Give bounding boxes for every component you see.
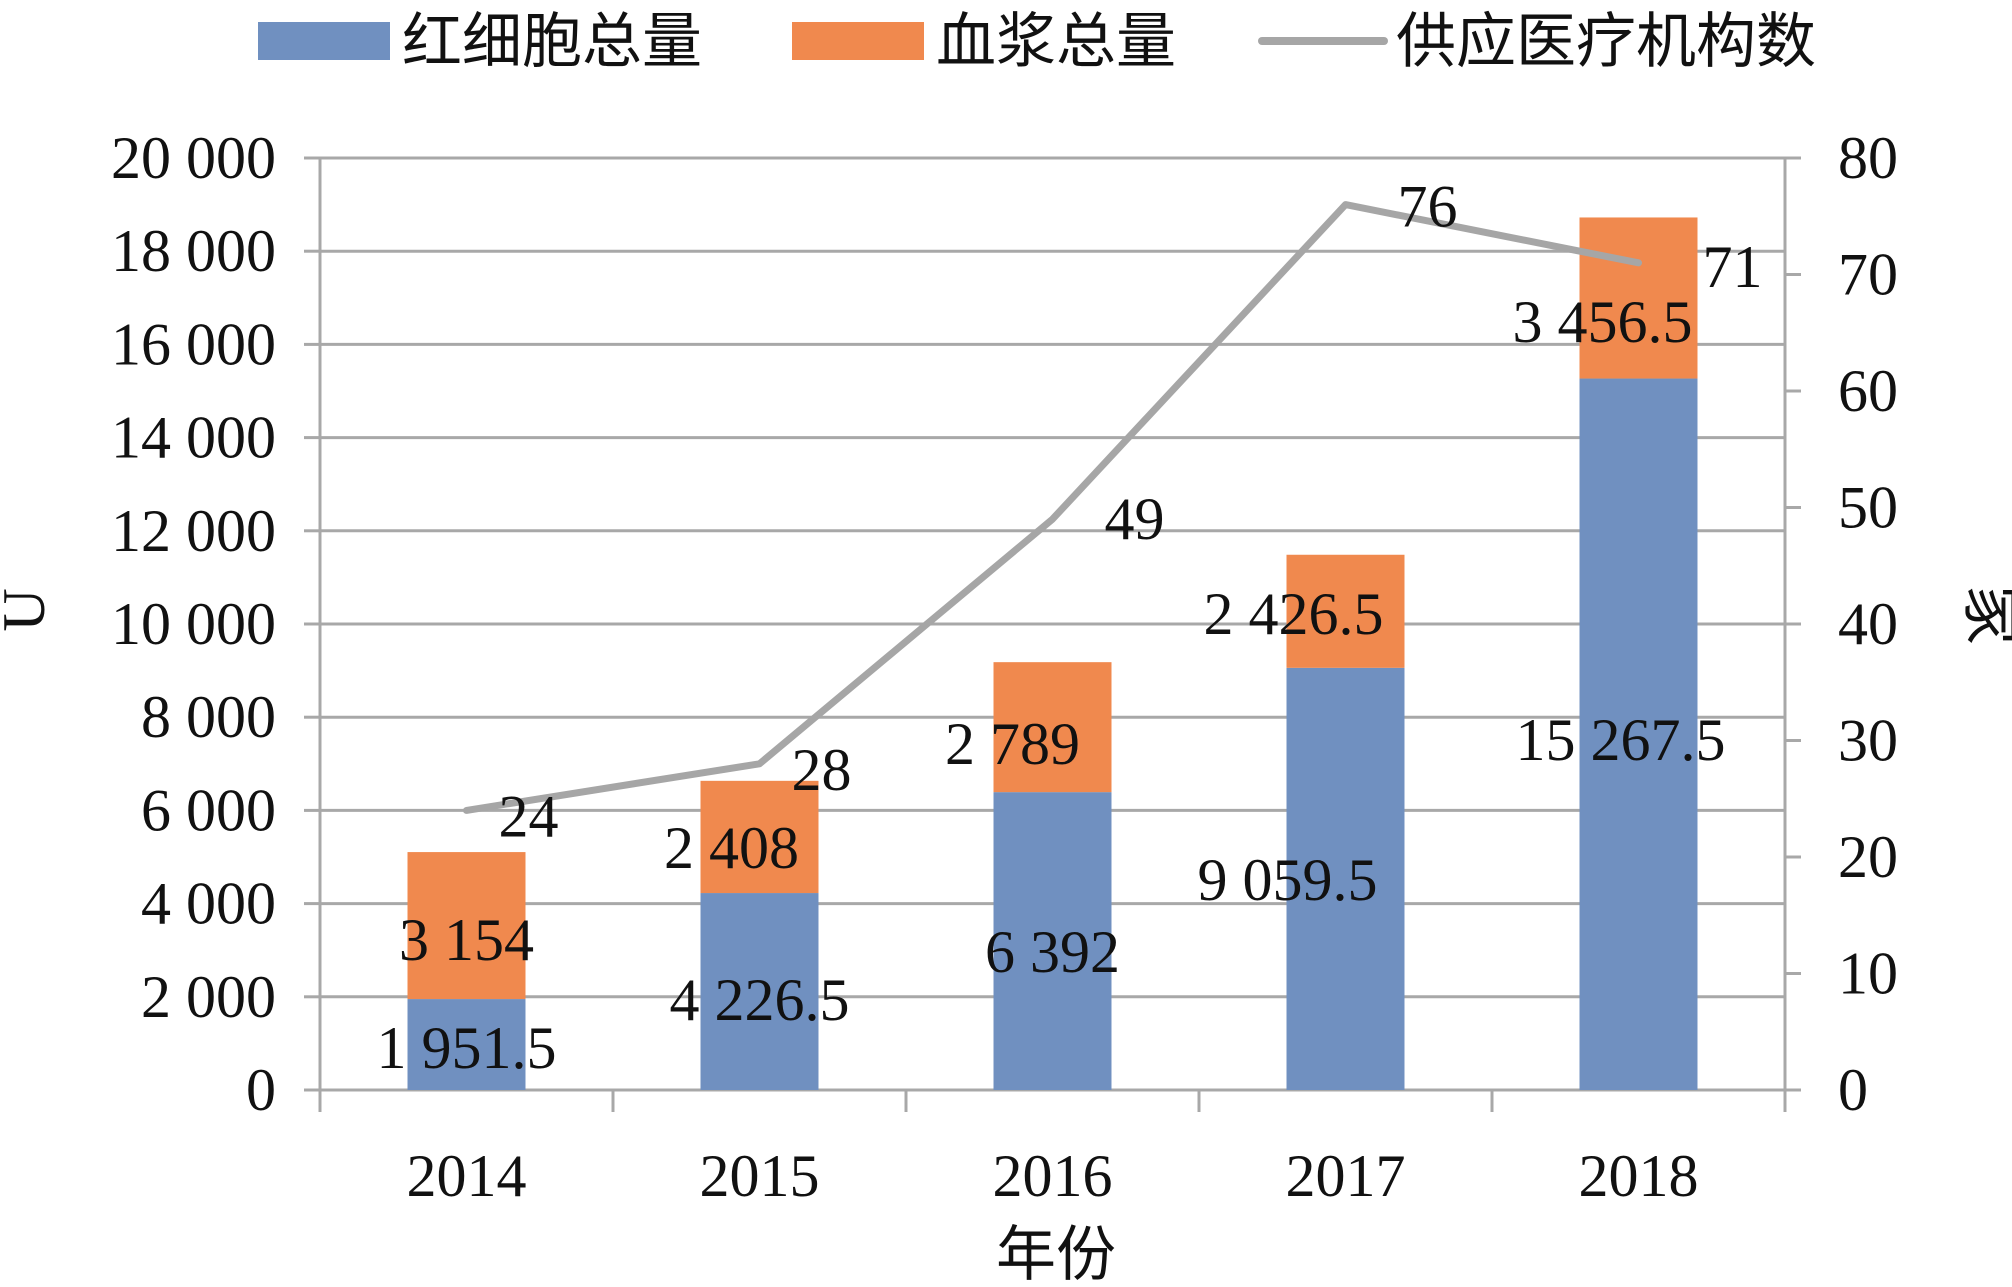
y2-tick-label: 0 <box>1838 1057 1868 1123</box>
data-label-plasma: 3 154 <box>399 907 534 973</box>
y-axis-title: U <box>0 588 57 631</box>
axis-titles: 年份 U 家 <box>0 585 2012 1287</box>
data-label-rbc: 4 226.5 <box>670 967 850 1033</box>
line-institutions <box>463 201 1642 814</box>
y2-tick-label: 40 <box>1838 591 1898 657</box>
bar-plasma <box>700 780 819 894</box>
data-label-plasma: 2 408 <box>664 815 799 881</box>
y-tick-label: 14 000 <box>111 405 276 471</box>
y2-tick-label: 50 <box>1838 475 1898 541</box>
y-tick-label: 12 000 <box>111 498 276 564</box>
gridlines <box>320 156 1785 999</box>
line-series <box>463 201 1642 814</box>
bar-plasma <box>1286 554 1405 668</box>
data-label-institutions: 49 <box>1105 486 1165 552</box>
y-tick-label: 8 000 <box>141 684 276 750</box>
y-tick-label: 18 000 <box>111 218 276 284</box>
axes: 0 2 000 4 000 6 000 8 000 10 000 12 000 14 000 1… <box>111 125 1898 1209</box>
data-label-rbc: 15 267.5 <box>1516 707 1726 773</box>
y2-tick-label: 10 <box>1838 941 1898 1007</box>
bar-rbc <box>1286 667 1405 1090</box>
data-labels: 1 951.5 4 226.5 6 392 9 059.5 15 267.5 3 154 2… <box>377 174 1763 1081</box>
data-label-rbc: 6 392 <box>985 919 1120 985</box>
y-tick-label: 6 000 <box>141 777 276 843</box>
data-label-institutions: 76 <box>1398 174 1458 240</box>
y-tick-label: 20 000 <box>111 125 276 191</box>
bars <box>407 217 1698 1090</box>
legend-label: 血浆总量 <box>936 9 1176 75</box>
y-tick-label: 16 000 <box>111 311 276 377</box>
x-tick-label: 2017 <box>1286 1143 1406 1209</box>
x-tick-label: 2014 <box>407 1143 527 1209</box>
bar-rbc <box>993 792 1112 1090</box>
legend-label: 供应医疗机构数 <box>1396 9 1816 75</box>
y-tick-label: 4 000 <box>141 871 276 937</box>
y2-tick-label: 30 <box>1838 708 1898 774</box>
x-axis-title: 年份 <box>996 1222 1116 1287</box>
data-label-institutions: 71 <box>1703 234 1763 300</box>
data-label-plasma: 3 456.5 <box>1513 289 1693 355</box>
data-label-rbc: 1 951.5 <box>377 1015 557 1081</box>
data-label-plasma: 2 426.5 <box>1204 581 1384 647</box>
bar-plasma <box>993 662 1112 793</box>
data-label-plasma: 2 789 <box>945 711 1080 777</box>
legend-swatch <box>258 22 390 60</box>
x-tick-label: 2015 <box>700 1143 820 1209</box>
y2-tick-label: 70 <box>1838 242 1898 308</box>
y-tick-label: 2 000 <box>141 964 276 1030</box>
y2-axis-title: 家 <box>1957 585 2012 645</box>
x-tick-label: 2016 <box>993 1143 1113 1209</box>
data-label-institutions: 28 <box>792 737 852 803</box>
y2-tick-label: 60 <box>1838 358 1898 424</box>
legend: 红细胞总量 血浆总量 供应医疗机构数 <box>258 9 1816 75</box>
y2-tick-label: 80 <box>1838 125 1898 191</box>
legend-swatch <box>792 22 924 60</box>
bar-rbc <box>700 893 819 1090</box>
bar-rbc <box>407 999 526 1090</box>
bar-plasma <box>407 852 526 1000</box>
y2-tick-label: 20 <box>1838 824 1898 890</box>
legend-label: 红细胞总量 <box>402 9 702 75</box>
data-label-rbc: 9 059.5 <box>1198 847 1378 913</box>
bar-rbc <box>1579 378 1698 1090</box>
y-tick-label: 10 000 <box>111 591 276 657</box>
x-tick-label: 2018 <box>1579 1143 1699 1209</box>
data-label-institutions: 24 <box>499 783 559 849</box>
bar-plasma <box>1579 217 1698 379</box>
y-tick-label: 0 <box>246 1057 276 1123</box>
